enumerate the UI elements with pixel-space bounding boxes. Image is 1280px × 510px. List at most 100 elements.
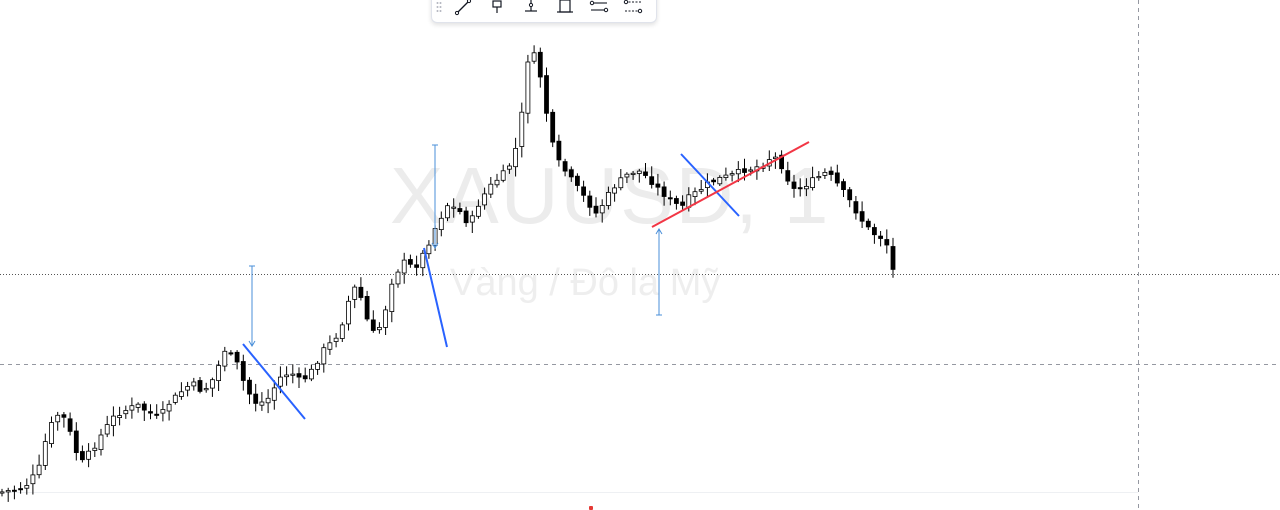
candle-body: [797, 187, 803, 190]
candle-body: [420, 252, 426, 269]
candle-body: [209, 379, 215, 389]
candle: [612, 184, 617, 202]
candle: [537, 47, 543, 88]
candle-body: [655, 183, 661, 188]
measure-arrow-down-1: [248, 265, 256, 347]
candle: [203, 382, 209, 393]
candle: [315, 361, 321, 375]
candle-body: [308, 368, 314, 380]
candle: [308, 364, 314, 382]
candle: [766, 150, 772, 171]
candle-body: [438, 217, 444, 231]
measure-arrow-down-2: [431, 144, 439, 249]
candle: [284, 366, 290, 386]
vertical-line-button[interactable]: [514, 0, 548, 22]
candle: [395, 269, 401, 288]
candle: [810, 166, 815, 191]
candle: [148, 404, 153, 420]
candle: [117, 406, 122, 426]
candle: [352, 284, 358, 309]
rectangle-button[interactable]: [548, 0, 582, 22]
candle-body: [624, 173, 630, 178]
candle-body: [618, 177, 624, 189]
candle-body: [321, 347, 327, 365]
candle-body: [265, 397, 271, 404]
time-marker: [589, 506, 593, 510]
price-range-icon: [623, 0, 643, 13]
candle-body: [834, 172, 840, 184]
candle: [865, 218, 871, 230]
candle: [383, 305, 389, 335]
candle-body: [36, 464, 42, 476]
candle-body: [370, 319, 376, 331]
candle-body: [339, 324, 345, 339]
candle-body: [160, 409, 166, 414]
candle-body: [240, 361, 246, 381]
candle-body: [290, 373, 296, 376]
candle: [624, 172, 630, 183]
candle: [296, 367, 302, 388]
candle-body: [271, 387, 277, 401]
candle: [606, 186, 611, 210]
candle-body: [172, 394, 178, 403]
candle: [847, 187, 853, 208]
candle: [562, 158, 568, 177]
candle-body: [785, 170, 791, 182]
candle-body: [717, 176, 723, 185]
horizontal-ray-button[interactable]: [480, 0, 514, 22]
candle: [49, 416, 54, 448]
candle-body: [191, 381, 197, 387]
candle-body: [884, 239, 890, 246]
candle-body: [178, 391, 184, 397]
candle: [333, 333, 339, 348]
candle: [630, 171, 636, 180]
candle: [488, 177, 494, 198]
candle-body: [141, 403, 147, 411]
candle: [426, 240, 432, 259]
candle: [216, 360, 222, 391]
candle-body: [649, 176, 655, 185]
candle: [185, 381, 191, 397]
candle-body: [401, 259, 407, 274]
trendline-blue-1: [242, 343, 306, 420]
candle-body: [42, 441, 48, 466]
candle-body: [513, 147, 518, 168]
candle: [376, 322, 382, 334]
candle: [797, 178, 803, 197]
candle-body: [414, 264, 420, 268]
candle-body: [810, 177, 815, 188]
candle: [636, 168, 642, 183]
candle-body: [315, 362, 321, 370]
candle-body: [828, 170, 834, 175]
candle: [178, 382, 184, 400]
candle-body: [742, 168, 747, 173]
rectangle-icon: [557, 0, 573, 13]
date-range-button[interactable]: [582, 0, 616, 22]
candle-body: [674, 198, 679, 204]
price-range-button[interactable]: [616, 0, 650, 22]
candle-body: [284, 374, 290, 378]
candle: [271, 380, 277, 410]
candle-body: [525, 61, 531, 114]
candle: [389, 278, 395, 323]
candle-body: [643, 171, 648, 176]
trendline-blue-2: [423, 247, 448, 348]
candle: [587, 190, 593, 216]
candle-body: [154, 413, 160, 416]
candle: [519, 102, 525, 158]
candle: [531, 45, 537, 64]
candle: [11, 485, 17, 500]
candle: [698, 180, 704, 195]
candle: [544, 67, 549, 122]
candle: [451, 198, 457, 218]
drag-handle-icon[interactable]: [432, 0, 446, 22]
candle-body: [203, 388, 209, 391]
candle-body: [395, 271, 401, 285]
candle: [525, 54, 531, 124]
candle: [302, 367, 308, 383]
trend-line-button[interactable]: [446, 0, 480, 22]
candle: [575, 173, 580, 192]
candle-body: [872, 227, 877, 236]
